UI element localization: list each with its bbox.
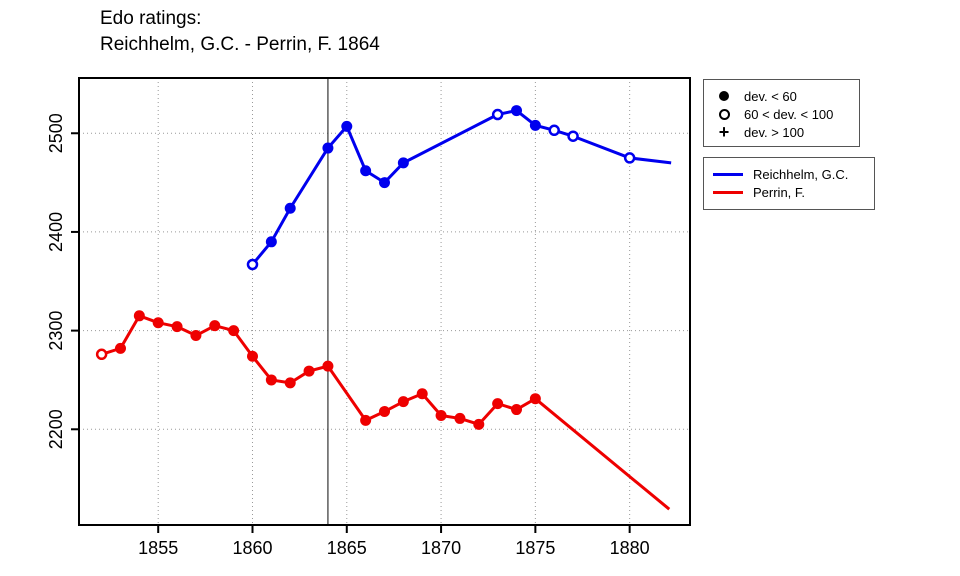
y-tick-label: 2400 <box>46 212 66 252</box>
data-point-filled <box>246 350 258 362</box>
data-point-filled <box>190 330 202 342</box>
y-tick-label: 2500 <box>46 113 66 153</box>
chart-title-line1: Edo ratings: <box>100 8 202 29</box>
data-point-filled <box>379 177 390 189</box>
data-point-filled <box>303 365 315 377</box>
data-point-filled <box>341 120 353 132</box>
data-point-filled <box>265 236 277 248</box>
data-point-filled <box>171 321 183 333</box>
legend-deviation: dev. < 60 60 < dev. < 100 + dev. > 100 <box>703 79 860 147</box>
data-point-open <box>95 348 108 361</box>
data-point-filled <box>379 406 390 418</box>
x-tick-label: 1855 <box>138 538 178 558</box>
data-point-filled <box>284 377 296 389</box>
legend-players: Reichhelm, G.C. Perrin, F. <box>703 157 875 210</box>
data-point-filled <box>133 310 145 322</box>
open-circle-icon <box>718 108 730 120</box>
data-point-open <box>567 130 579 142</box>
chart-title: Edo ratings: Reichhelm, G.C. - Perrin, F… <box>100 6 380 58</box>
x-tick-label: 1875 <box>515 538 555 558</box>
y-tick-label: 2200 <box>46 409 66 449</box>
data-point-filled <box>322 360 334 372</box>
filled-circle-icon <box>719 91 729 101</box>
data-point-filled <box>529 119 541 131</box>
legend-label: dev. > 100 <box>744 124 805 140</box>
data-point-filled <box>511 404 523 416</box>
data-point-filled <box>529 393 541 405</box>
data-point-filled <box>492 398 504 410</box>
legend-item-dev-lt-60: dev. < 60 <box>704 87 859 105</box>
x-tick-label: 1880 <box>610 538 650 558</box>
data-point-filled <box>360 165 372 177</box>
data-point-filled <box>322 142 334 154</box>
data-point-open <box>548 124 560 137</box>
red-line-swatch <box>713 190 743 194</box>
legend-label: 60 < dev. < 100 <box>744 106 834 122</box>
x-tick-label: 1860 <box>232 538 272 558</box>
legend-item-reichhelm: Reichhelm, G.C. <box>704 165 874 183</box>
data-point-filled <box>435 409 447 421</box>
plus-icon: + <box>718 122 730 142</box>
legend-item-dev-gt-100: + dev. > 100 <box>704 123 859 141</box>
data-point-filled <box>360 414 372 426</box>
data-point-filled <box>473 418 485 430</box>
data-point-filled <box>284 202 296 214</box>
data-point-filled <box>397 157 409 169</box>
data-point-filled <box>265 374 277 386</box>
data-point-filled <box>454 412 466 424</box>
data-point-filled <box>152 317 164 329</box>
data-point-filled <box>209 320 221 332</box>
legend-item-perrin: Perrin, F. <box>704 183 874 201</box>
data-point-filled <box>416 388 428 400</box>
data-point-open <box>623 152 636 164</box>
x-tick-label: 1870 <box>421 538 461 558</box>
x-tick-label: 1865 <box>327 538 367 558</box>
data-point-filled <box>397 396 409 408</box>
y-tick-label: 2300 <box>46 311 66 351</box>
legend-label: Reichhelm, G.C. <box>753 166 849 182</box>
legend-label: Perrin, F. <box>753 184 806 200</box>
blue-line-swatch <box>713 172 743 176</box>
legend-label: dev. < 60 <box>744 88 797 104</box>
data-point-filled <box>228 325 240 337</box>
data-point-filled <box>114 342 126 354</box>
chart-title-line2: Reichhelm, G.C. - Perrin, F. 1864 <box>100 34 380 55</box>
data-point-open <box>491 108 504 121</box>
data-point-filled <box>511 105 523 117</box>
plot-border <box>78 77 691 526</box>
data-point-open <box>246 258 259 271</box>
legend-item-dev-60-100: 60 < dev. < 100 <box>704 105 859 123</box>
